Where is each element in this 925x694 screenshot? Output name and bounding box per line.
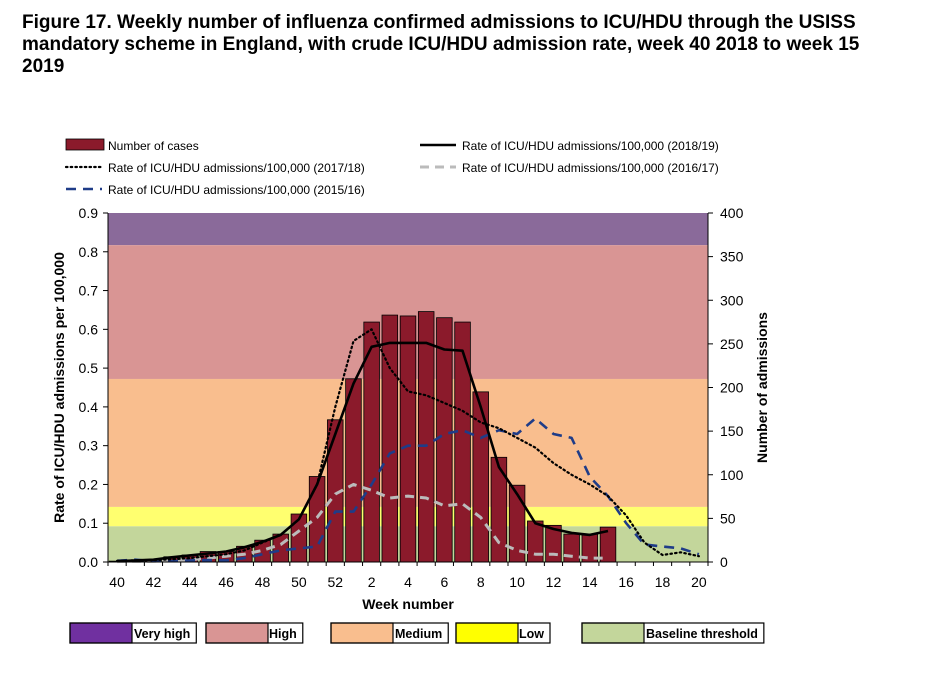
bar xyxy=(381,314,399,563)
y-tick-label-right: 150 xyxy=(720,423,744,439)
y-tick-label-left: 0.6 xyxy=(79,321,99,337)
bar xyxy=(308,476,326,563)
y-tick-label-right: 50 xyxy=(720,510,736,526)
threshold-label: Baseline threshold xyxy=(646,627,758,641)
legend-item: Rate of ICU/HDU admissions/100,000 (2016… xyxy=(420,161,719,175)
legend-label: Rate of ICU/HDU admissions/100,000 (2016… xyxy=(462,161,719,175)
x-tick-label: 6 xyxy=(440,574,448,590)
x-tick-label: 14 xyxy=(582,574,598,590)
y-tick-label-right: 400 xyxy=(720,205,744,221)
legend-item: Rate of ICU/HDU admissions/100,000 (2015… xyxy=(66,183,365,197)
threshold-label: Medium xyxy=(395,627,442,641)
threshold-swatch xyxy=(69,622,133,644)
threshold-legend-item: Very high xyxy=(69,622,197,644)
y-tick-label-left: 0.1 xyxy=(79,515,99,531)
series-line xyxy=(117,341,609,563)
x-tick-label: 2 xyxy=(368,574,376,590)
bar xyxy=(399,315,417,563)
x-tick-label: 12 xyxy=(546,574,562,590)
x-tick-label: 44 xyxy=(182,574,198,590)
x-tick-label: 16 xyxy=(618,574,634,590)
legend-item: Rate of ICU/HDU admissions/100,000 (2018… xyxy=(420,139,719,153)
band-very-high xyxy=(108,213,708,246)
series-line xyxy=(117,417,700,563)
x-tick-label: 40 xyxy=(109,574,125,590)
y-tick-label-left: 0.4 xyxy=(79,399,99,415)
y-tick-label-left: 0.0 xyxy=(79,554,99,570)
x-tick-label: 52 xyxy=(327,574,343,590)
bar xyxy=(345,378,362,563)
threshold-swatch xyxy=(205,622,269,644)
y-tick-label-left: 0.5 xyxy=(79,360,99,376)
y-tick-label-right: 250 xyxy=(720,336,744,352)
threshold-frame xyxy=(581,622,765,644)
y-tick-label-right: 100 xyxy=(720,467,744,483)
x-tick-label: 10 xyxy=(509,574,525,590)
legend-item: Number of cases xyxy=(65,138,199,153)
series-line xyxy=(117,482,608,564)
threshold-legend-item: Medium xyxy=(330,622,449,644)
y-tick-label-left: 0.8 xyxy=(79,244,99,260)
bar xyxy=(454,321,471,563)
threshold-legend-item: High xyxy=(205,622,304,644)
bar xyxy=(417,311,435,563)
bar xyxy=(472,391,489,563)
legend-swatch xyxy=(65,138,105,151)
threshold-frame xyxy=(455,622,551,644)
legend-label: Rate of ICU/HDU admissions/100,000 (2017… xyxy=(108,161,365,175)
bar xyxy=(563,533,580,563)
threshold-frame xyxy=(330,622,449,644)
threshold-label: High xyxy=(269,627,297,641)
x-tick-label: 8 xyxy=(477,574,485,590)
x-tick-label: 4 xyxy=(404,574,412,590)
threshold-frame xyxy=(69,622,197,644)
x-axis-title: Week number xyxy=(362,596,454,612)
legend-label: Rate of ICU/HDU admissions/100,000 (2015… xyxy=(108,183,365,197)
y-tick-label-left: 0.3 xyxy=(79,438,99,454)
series-line xyxy=(116,328,700,562)
x-tick-label: 42 xyxy=(146,574,162,590)
y-tick-label-right: 0 xyxy=(720,554,728,570)
y-tick-label-right: 300 xyxy=(720,292,744,308)
threshold-label: Very high xyxy=(134,627,190,641)
y-axis-title-left: Rate of ICU/HDU admissions per 100,000 xyxy=(51,252,67,523)
threshold-label: Low xyxy=(519,627,544,641)
x-tick-label: 20 xyxy=(691,574,707,590)
threshold-legend-item: Low xyxy=(455,622,551,644)
y-tick-label-left: 0.7 xyxy=(79,283,99,299)
y-tick-label-right: 350 xyxy=(720,249,744,265)
y-tick-label-right: 200 xyxy=(720,380,744,396)
legend-label: Rate of ICU/HDU admissions/100,000 (2018… xyxy=(462,139,719,153)
figure-title: Figure 17. Weekly number of influenza co… xyxy=(22,12,860,77)
threshold-legend-item: Baseline threshold xyxy=(581,622,765,644)
threshold-swatch xyxy=(581,622,645,644)
bar xyxy=(436,317,453,563)
bar xyxy=(527,520,544,563)
x-tick-label: 50 xyxy=(291,574,307,590)
legend-item: Rate of ICU/HDU admissions/100,000 (2017… xyxy=(64,161,365,175)
y-tick-label-left: 0.9 xyxy=(79,205,99,221)
x-tick-label: 18 xyxy=(655,574,671,590)
threshold-swatch xyxy=(455,622,519,644)
y-tick-label-left: 0.2 xyxy=(79,476,99,492)
x-tick-label: 48 xyxy=(255,574,271,590)
legend-label: Number of cases xyxy=(108,139,199,153)
threshold-swatch xyxy=(330,622,394,644)
bar xyxy=(290,513,308,563)
y-axis-title-right: Number of admissions xyxy=(754,312,770,463)
x-tick-label: 46 xyxy=(218,574,234,590)
threshold-frame xyxy=(205,622,304,644)
